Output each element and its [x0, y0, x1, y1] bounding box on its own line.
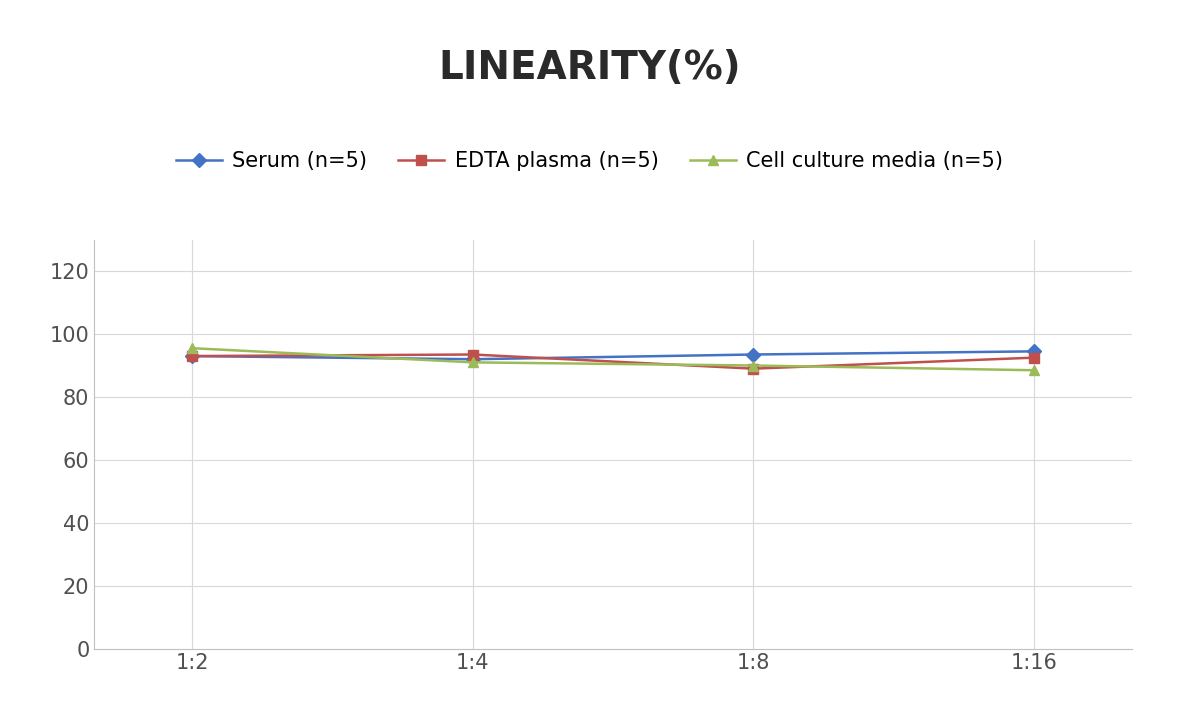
Serum (n=5) — [466, 355, 480, 364]
Line: Serum (n=5): Serum (n=5) — [187, 346, 1039, 364]
Cell culture media (n=5) — [746, 361, 760, 369]
Cell culture media (n=5) — [466, 358, 480, 367]
Cell culture media (n=5) — [185, 344, 199, 352]
Legend: Serum (n=5), EDTA plasma (n=5), Cell culture media (n=5): Serum (n=5), EDTA plasma (n=5), Cell cul… — [176, 152, 1003, 171]
EDTA plasma (n=5) — [185, 352, 199, 360]
Serum (n=5) — [746, 350, 760, 359]
EDTA plasma (n=5) — [466, 350, 480, 359]
EDTA plasma (n=5) — [1027, 353, 1041, 362]
Cell culture media (n=5) — [1027, 366, 1041, 374]
Line: EDTA plasma (n=5): EDTA plasma (n=5) — [187, 350, 1039, 374]
EDTA plasma (n=5) — [746, 364, 760, 373]
Text: LINEARITY(%): LINEARITY(%) — [439, 49, 740, 87]
Serum (n=5) — [1027, 347, 1041, 355]
Serum (n=5) — [185, 352, 199, 360]
Line: Cell culture media (n=5): Cell culture media (n=5) — [187, 343, 1039, 375]
